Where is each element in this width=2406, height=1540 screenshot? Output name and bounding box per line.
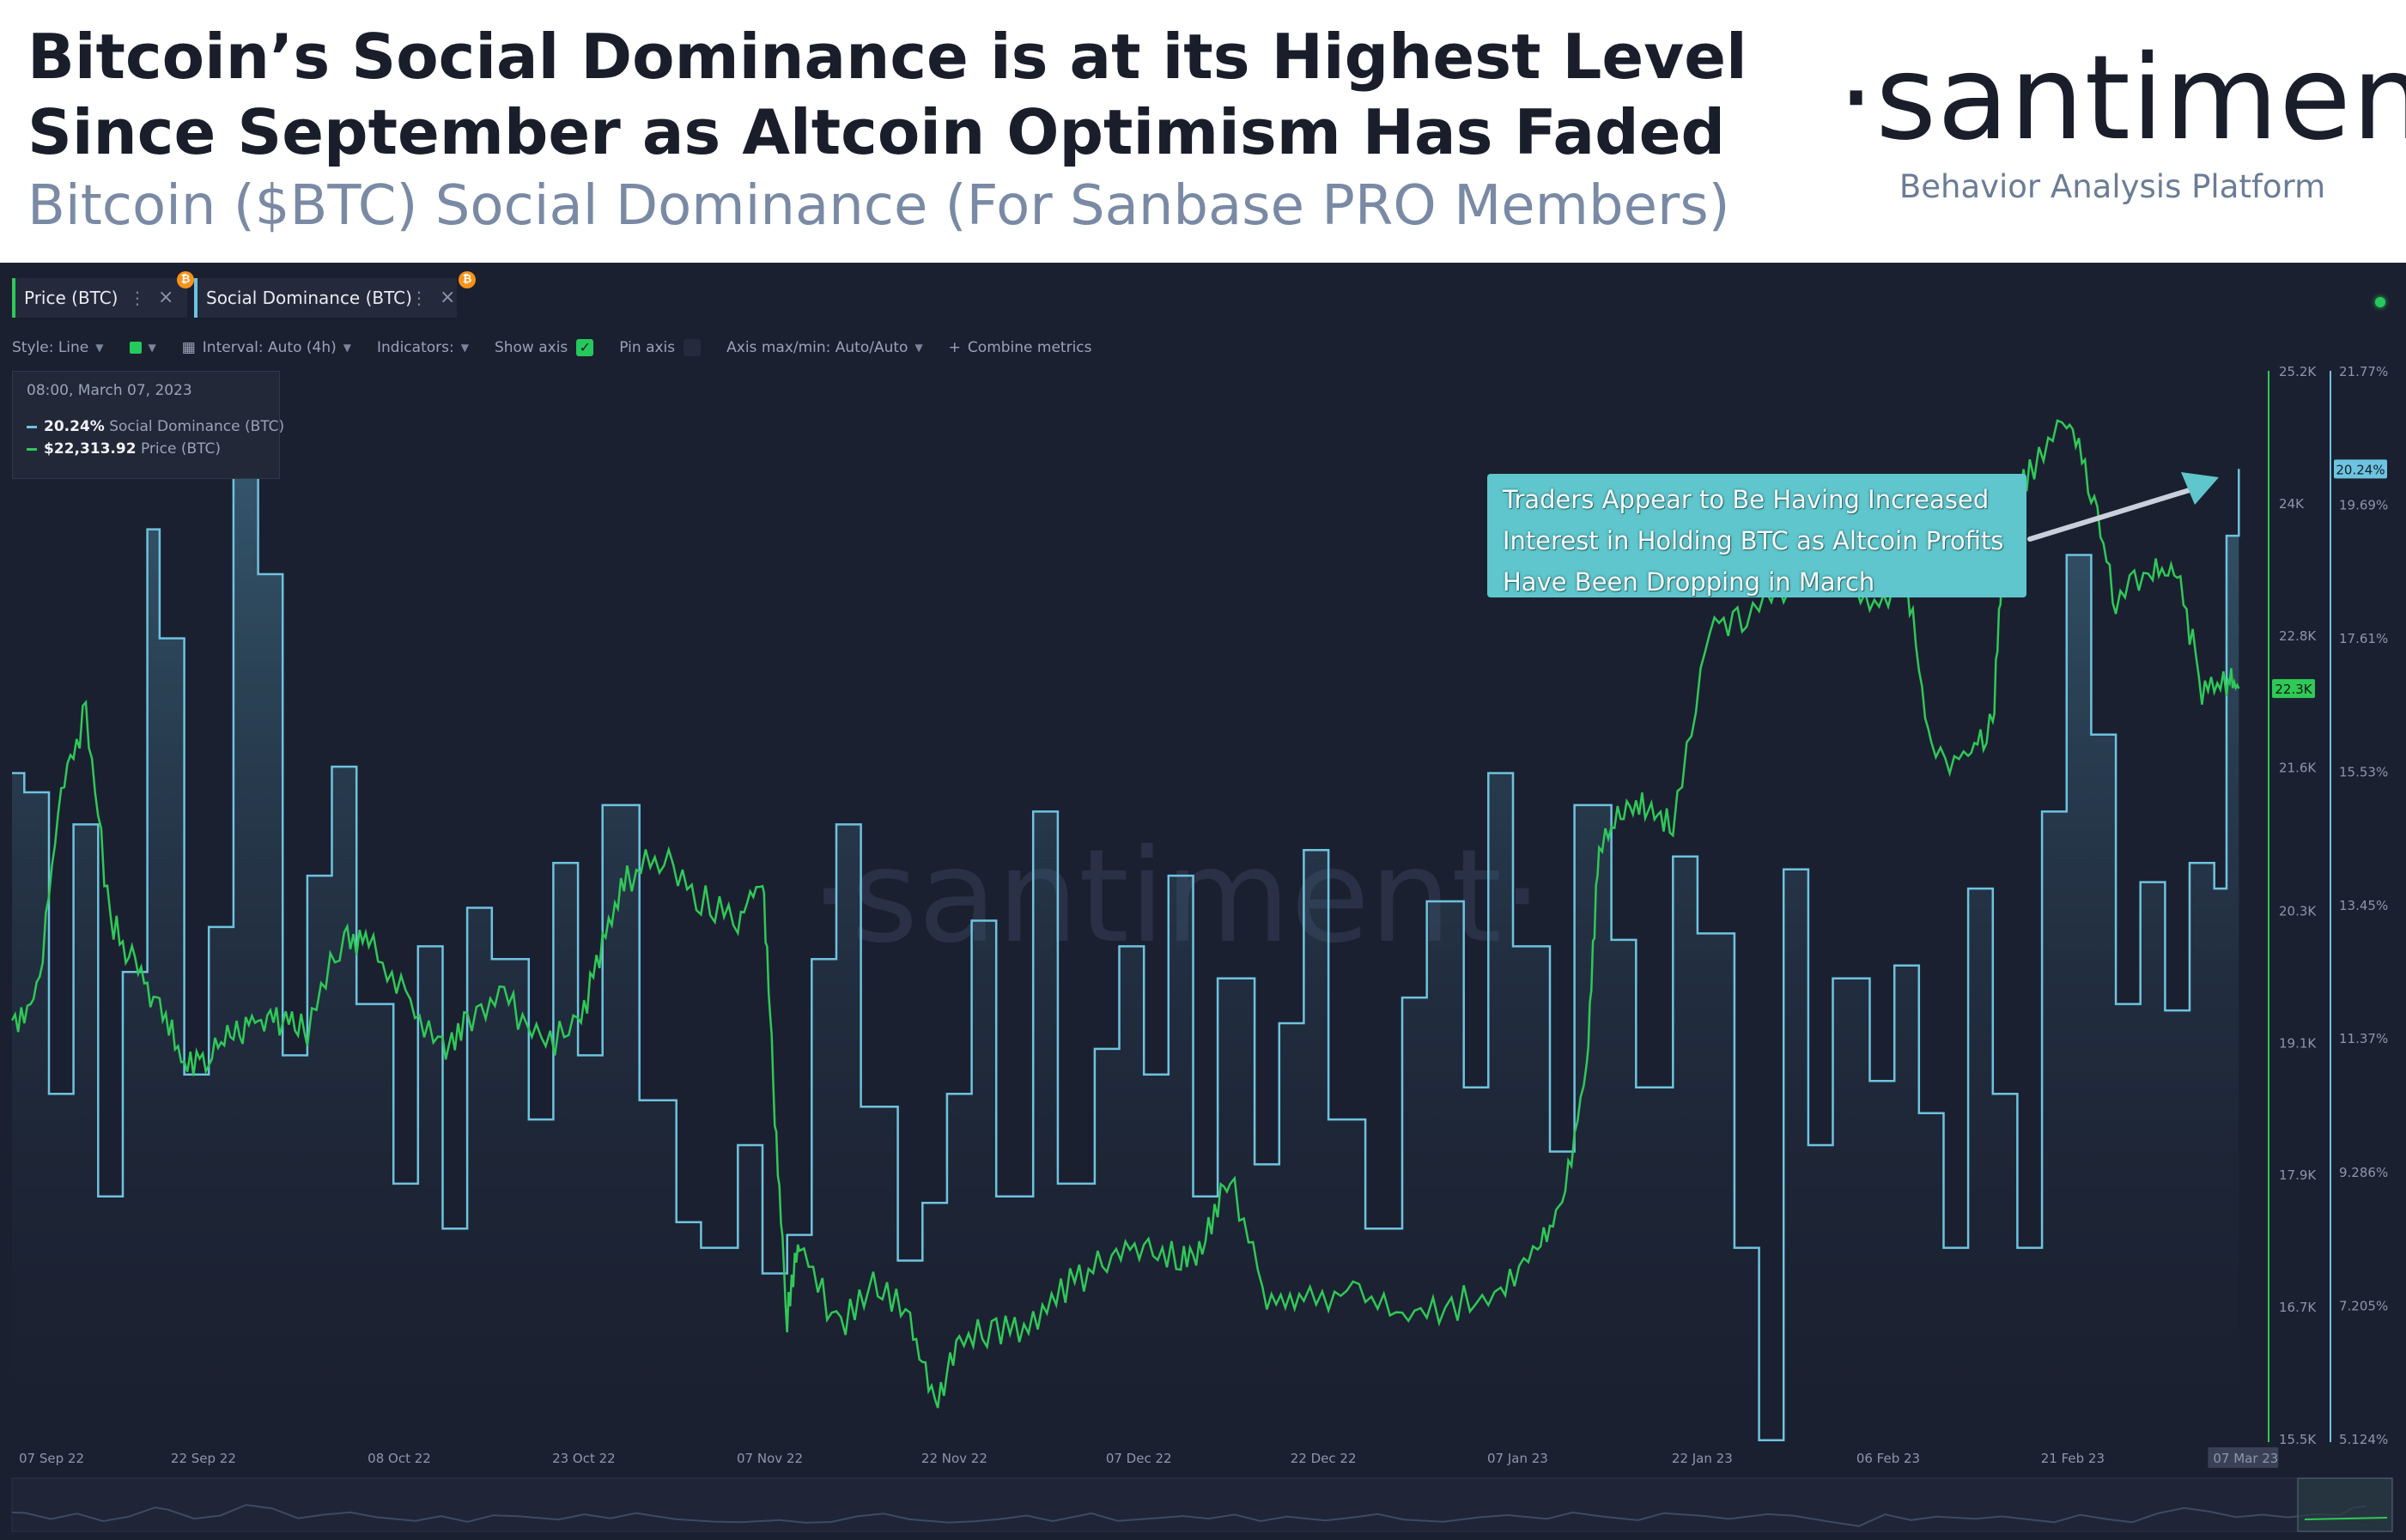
price-tick-label: 16.7K	[2279, 1300, 2317, 1315]
tooltip-price-row: $22,313.92 Price (BTC)	[27, 440, 221, 458]
navigator-price-line	[2304, 1517, 2388, 1520]
bitcoin-badge-icon: ₿	[459, 271, 476, 288]
price-tick-label: 24K	[2279, 496, 2305, 512]
price-current-label: 22.3K	[2275, 682, 2312, 697]
santiment-logo: ·santiment·	[1838, 31, 2406, 167]
price-tick-label: 17.9K	[2279, 1167, 2317, 1183]
chevron-down-icon: ▼	[343, 342, 351, 354]
navigator-line	[11, 1504, 2367, 1527]
price-tick-label: 22.8K	[2279, 628, 2317, 644]
x-current-badge	[2208, 1447, 2279, 1468]
tab-social-dominance-btc[interactable]: Social Dominance (BTC) ⋮ × ₿	[194, 271, 476, 318]
brand-tagline: Behavior Analysis Platform	[1899, 168, 2326, 205]
social-tick-label: 15.53%	[2339, 764, 2388, 779]
x-tick-label: 07 Jan 23	[1487, 1451, 1548, 1466]
annotation-callout: Traders Appear to Be Having Increased In…	[1487, 474, 2026, 597]
x-tick-label: 06 Feb 23	[1856, 1451, 1920, 1466]
tooltip-social-row: 20.24% Social Dominance (BTC)	[27, 418, 284, 435]
pin-axis-toggle[interactable]: Pin axis	[619, 339, 702, 356]
axis-maxmin-dropdown[interactable]: Axis max/min: Auto/Auto ▼	[726, 339, 923, 356]
hover-tooltip: 08:00, March 07, 2023 20.24% Social Domi…	[12, 371, 284, 479]
social-tick-label: 13.45%	[2339, 898, 2388, 913]
social-tick-label: 17.61%	[2339, 631, 2388, 646]
chevron-down-icon: ▼	[460, 342, 469, 354]
bitcoin-badge-icon: ₿	[177, 271, 194, 288]
x-tick-label: 07 Dec 22	[1106, 1451, 1172, 1466]
plus-icon: +	[948, 339, 961, 356]
tab-menu-icon[interactable]: ⋮	[129, 288, 146, 308]
report-subtitle: Bitcoin ($BTC) Social Dominance (For San…	[27, 174, 1730, 238]
tooltip-price-value: $22,313.92	[44, 440, 137, 458]
tab-label: Social Dominance (BTC)	[206, 288, 412, 308]
color-picker[interactable]: ▼	[129, 342, 156, 354]
report-title: Bitcoin’s Social Dominance is at its Hig…	[27, 21, 1747, 168]
combine-metrics-button[interactable]: + Combine metrics	[948, 339, 1092, 356]
social-current-label: 20.24%	[2336, 462, 2385, 477]
style-dropdown[interactable]: Style: Line ▼	[12, 339, 104, 356]
checkbox-checked-icon: ✓	[576, 339, 594, 356]
tooltip-price-label: Price (BTC)	[140, 440, 222, 458]
close-icon[interactable]: ×	[440, 287, 456, 308]
chevron-down-icon: ▼	[914, 342, 923, 354]
price-tick-label: 19.1K	[2279, 1035, 2317, 1051]
annotation-arrow	[2027, 472, 2219, 542]
indicators-dropdown[interactable]: Indicators: ▼	[377, 339, 469, 356]
annotation-line: Interest in Holding BTC as Altcoin Profi…	[1503, 526, 2004, 555]
social-dominance-area	[12, 401, 2239, 1440]
legend-line-icon	[27, 425, 37, 428]
report-header: Bitcoin’s Social Dominance is at its Hig…	[0, 0, 2406, 263]
x-tick-label: 07 Nov 22	[737, 1451, 803, 1466]
social-tick-label: 9.286%	[2339, 1165, 2388, 1180]
tooltip-social-label: Social Dominance (BTC)	[109, 418, 285, 435]
interval-dropdown[interactable]: ▦ Interval: Auto (4h) ▼	[181, 339, 351, 356]
chart-toolbar: Style: Line ▼ ▼ ▦ Interval: Auto (4h) ▼ Ind…	[12, 335, 1118, 361]
x-tick-label: 22 Jan 23	[1672, 1451, 1733, 1466]
show-axis-toggle[interactable]: Show axis ✓	[495, 339, 594, 356]
tab-price-btc[interactable]: Price (BTC) ⋮ × ₿	[12, 271, 194, 318]
social-tick-label: 19.69%	[2339, 497, 2388, 512]
live-status-icon	[2375, 297, 2385, 307]
x-tick-label: 22 Sep 22	[171, 1451, 236, 1466]
chart-panel: Price (BTC) ⋮ × ₿ Social Dominance (BTC)…	[0, 263, 2406, 1540]
price-tick-label: 20.3K	[2279, 903, 2317, 919]
tooltip-time: 08:00, March 07, 2023	[27, 382, 192, 399]
navigator-track[interactable]	[11, 1477, 2393, 1532]
social-tick-label: 11.37%	[2339, 1031, 2388, 1046]
legend-line-icon	[27, 447, 37, 451]
color-swatch-icon	[129, 342, 142, 354]
tooltip-social-value: 20.24%	[44, 418, 105, 435]
x-tick-label: 07 Mar 23	[2213, 1451, 2278, 1466]
x-tick-label: 07 Sep 22	[19, 1451, 84, 1466]
price-current-badge	[2272, 679, 2315, 699]
arrow-head-icon	[2181, 472, 2219, 505]
price-line	[10, 419, 2240, 1409]
chevron-down-icon: ▼	[95, 342, 104, 354]
price-tick-label: 21.6K	[2279, 761, 2317, 776]
price-tick-label: 25.2K	[2279, 364, 2317, 379]
social-current-badge	[2334, 459, 2387, 479]
annotation-line: Have Been Dropping in March	[1503, 567, 1875, 597]
arrow-line	[2027, 483, 2206, 542]
x-tick-label: 23 Oct 22	[552, 1451, 616, 1466]
social-tick-label: 7.205%	[2339, 1298, 2388, 1313]
price-tick-label: 15.5K	[2279, 1432, 2317, 1447]
social-dominance-line	[12, 399, 2240, 1442]
checkbox-icon	[684, 339, 702, 356]
annotation-line: Traders Appear to Be Having Increased	[1503, 485, 1990, 514]
tab-menu-icon[interactable]: ⋮	[410, 288, 428, 308]
navigator-window[interactable]	[2297, 1477, 2393, 1532]
close-icon[interactable]: ×	[158, 287, 174, 308]
x-tick-label: 22 Dec 22	[1291, 1451, 1357, 1466]
x-tick-label: 21 Feb 23	[2041, 1451, 2105, 1466]
tab-label: Price (BTC)	[24, 288, 118, 308]
social-tick-label: 5.124%	[2339, 1432, 2388, 1447]
calendar-icon: ▦	[181, 339, 196, 356]
x-tick-label: 22 Nov 22	[921, 1451, 987, 1466]
social-tick-label: 21.77%	[2339, 364, 2388, 379]
social-dominance-chart[interactable]: ·santiment· 25.2K24K22.8K21.6K20.3K19.1K…	[0, 263, 2406, 1540]
chevron-down-icon: ▼	[148, 342, 156, 354]
x-tick-label: 08 Oct 22	[368, 1451, 431, 1466]
